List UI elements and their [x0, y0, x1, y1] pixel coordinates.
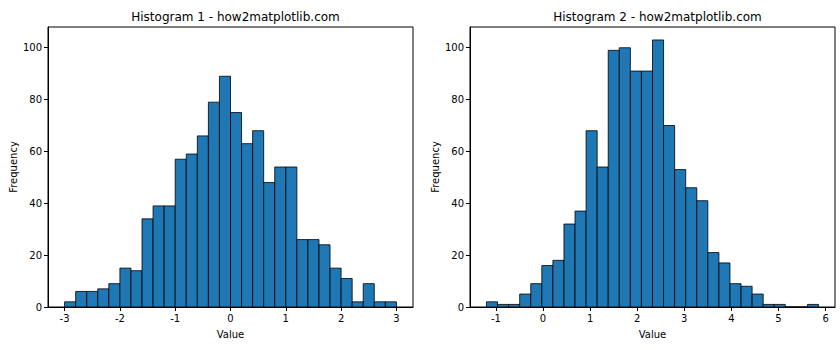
svg-text:-2: -2	[115, 313, 125, 324]
svg-text:3: 3	[393, 313, 399, 324]
svg-text:Value: Value	[217, 329, 244, 340]
svg-text:40: 40	[451, 198, 464, 209]
svg-text:80: 80	[451, 94, 464, 105]
svg-text:20: 20	[29, 250, 42, 261]
svg-text:0: 0	[227, 313, 233, 324]
svg-text:60: 60	[451, 146, 464, 157]
svg-text:80: 80	[29, 94, 42, 105]
svg-text:100: 100	[23, 42, 42, 53]
svg-text:0: 0	[458, 302, 464, 313]
svg-text:Histogram 1 - how2matplotlib.c: Histogram 1 - how2matplotlib.com	[131, 10, 340, 24]
svg-text:Histogram 2 - how2matplotlib.c: Histogram 2 - how2matplotlib.com	[553, 10, 762, 24]
svg-text:0: 0	[36, 302, 42, 313]
svg-text:3: 3	[681, 313, 687, 324]
svg-text:Frequency: Frequency	[430, 141, 441, 193]
svg-text:2: 2	[338, 313, 344, 324]
svg-text:Frequency: Frequency	[8, 141, 19, 193]
svg-text:100: 100	[445, 42, 464, 53]
svg-text:40: 40	[29, 198, 42, 209]
svg-text:4: 4	[728, 313, 734, 324]
svg-text:-1: -1	[170, 313, 180, 324]
svg-text:-3: -3	[60, 313, 70, 324]
svg-text:0: 0	[540, 313, 546, 324]
svg-text:Value: Value	[639, 329, 666, 340]
svg-text:20: 20	[451, 250, 464, 261]
svg-text:-1: -1	[491, 313, 501, 324]
svg-text:5: 5	[775, 313, 781, 324]
svg-text:1: 1	[283, 313, 289, 324]
svg-text:1: 1	[587, 313, 593, 324]
svg-text:60: 60	[29, 146, 42, 157]
svg-text:6: 6	[822, 313, 828, 324]
svg-text:2: 2	[634, 313, 640, 324]
